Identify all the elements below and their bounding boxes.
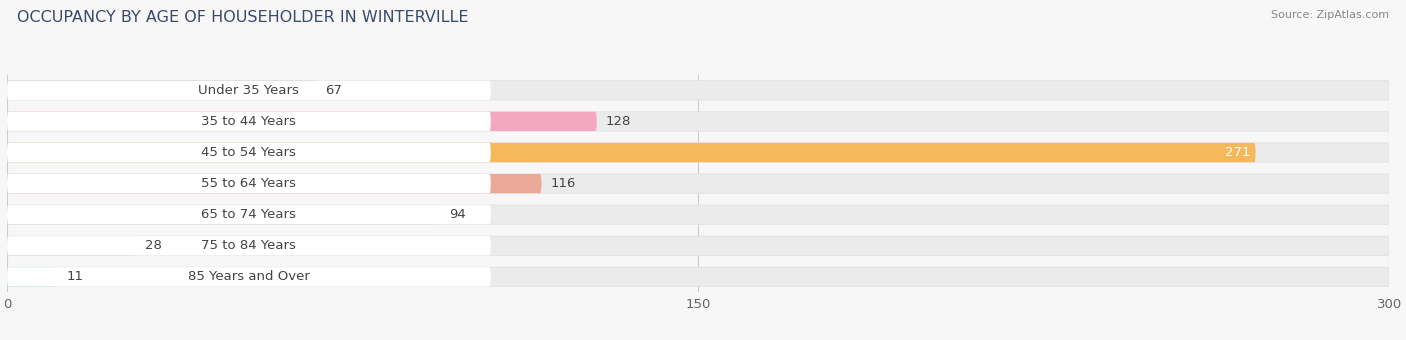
Text: OCCUPANCY BY AGE OF HOUSEHOLDER IN WINTERVILLE: OCCUPANCY BY AGE OF HOUSEHOLDER IN WINTE… (17, 10, 468, 25)
FancyBboxPatch shape (7, 205, 440, 224)
FancyBboxPatch shape (7, 174, 1389, 193)
FancyBboxPatch shape (7, 205, 1389, 224)
Text: Source: ZipAtlas.com: Source: ZipAtlas.com (1271, 10, 1389, 20)
FancyBboxPatch shape (7, 236, 491, 255)
FancyBboxPatch shape (7, 143, 1256, 162)
Text: 128: 128 (606, 115, 631, 128)
Text: 85 Years and Over: 85 Years and Over (188, 270, 309, 283)
FancyBboxPatch shape (7, 267, 1389, 287)
FancyBboxPatch shape (7, 174, 491, 193)
Text: 45 to 54 Years: 45 to 54 Years (201, 146, 297, 159)
Text: 75 to 84 Years: 75 to 84 Years (201, 239, 297, 252)
Text: 55 to 64 Years: 55 to 64 Years (201, 177, 297, 190)
FancyBboxPatch shape (7, 174, 541, 193)
FancyBboxPatch shape (7, 112, 491, 131)
FancyBboxPatch shape (7, 267, 491, 287)
FancyBboxPatch shape (7, 112, 596, 131)
FancyBboxPatch shape (7, 236, 1389, 255)
FancyBboxPatch shape (7, 143, 491, 162)
FancyBboxPatch shape (7, 81, 491, 100)
Text: 94: 94 (450, 208, 465, 221)
FancyBboxPatch shape (7, 81, 1389, 100)
FancyBboxPatch shape (7, 236, 136, 255)
FancyBboxPatch shape (7, 267, 58, 287)
FancyBboxPatch shape (7, 143, 1389, 162)
FancyBboxPatch shape (7, 81, 316, 100)
Text: 65 to 74 Years: 65 to 74 Years (201, 208, 297, 221)
Text: 35 to 44 Years: 35 to 44 Years (201, 115, 297, 128)
Text: 28: 28 (145, 239, 162, 252)
FancyBboxPatch shape (7, 205, 491, 224)
Text: 271: 271 (1226, 146, 1251, 159)
Text: 116: 116 (551, 177, 576, 190)
Text: 11: 11 (67, 270, 84, 283)
Text: Under 35 Years: Under 35 Years (198, 84, 299, 97)
Text: 67: 67 (325, 84, 342, 97)
FancyBboxPatch shape (7, 112, 1389, 131)
